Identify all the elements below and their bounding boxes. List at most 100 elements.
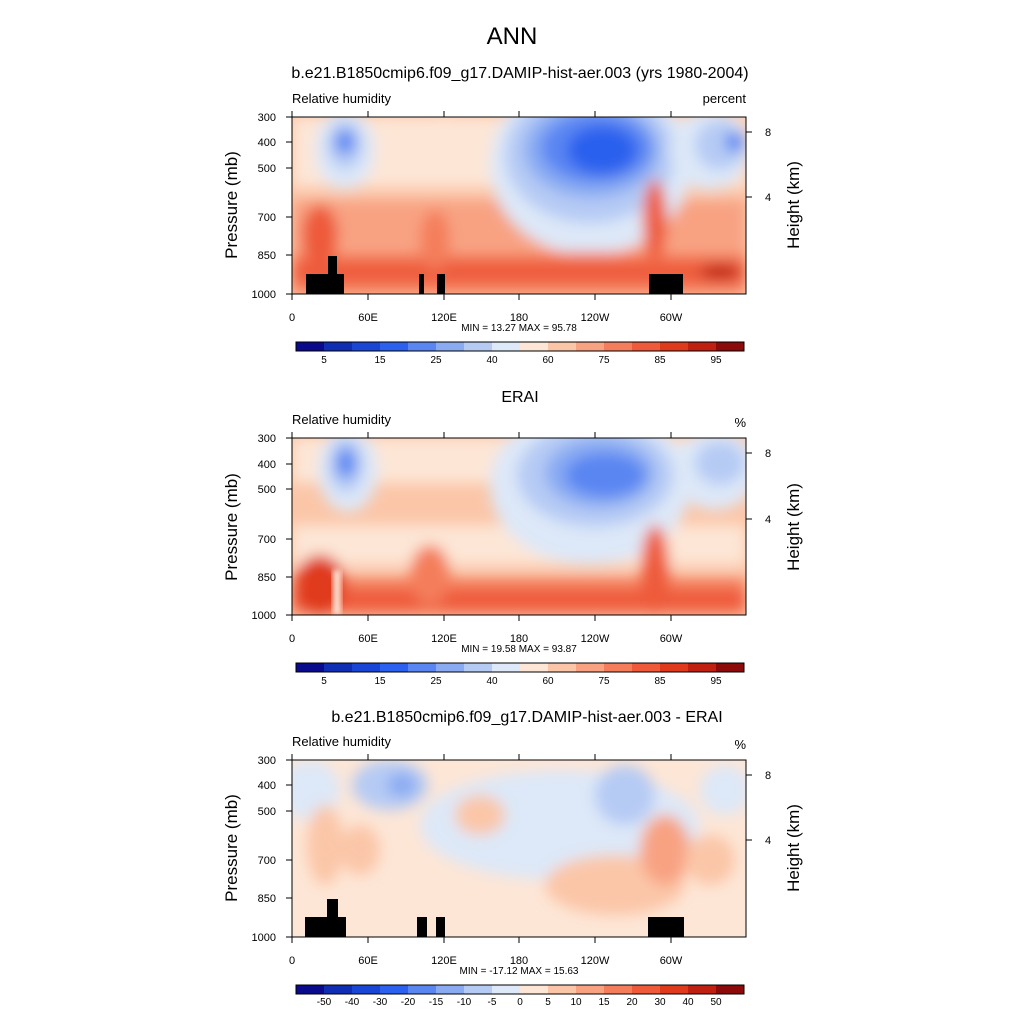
colorbar	[295, 984, 745, 995]
colorbar-label: 25	[430, 676, 442, 687]
colorbar-outline	[295, 984, 745, 995]
x-tick-label: 120W	[581, 312, 610, 324]
x-tick-label: 120E	[431, 955, 457, 967]
colorbar-swatch	[632, 985, 661, 994]
colorbar-swatch	[576, 342, 605, 351]
colorbar-label: 15	[374, 355, 386, 366]
y-tick-label: 850	[258, 893, 276, 905]
colorbar-labels: -50 -40 -30 -20 -15 -10 -5 0 5 10 15 20 …	[317, 997, 722, 1008]
colorbar-label: 10	[570, 997, 582, 1008]
colorbar-swatch	[604, 342, 633, 351]
colorbar-swatch	[688, 663, 717, 672]
colorbar-swatch	[492, 342, 521, 351]
units-label: percent	[703, 91, 747, 106]
y-tick-label: 300	[258, 755, 276, 767]
colorbar-label: -15	[429, 997, 444, 1008]
colorbar-swatch	[380, 985, 409, 994]
colorbar-label: 95	[710, 355, 722, 366]
colorbar-swatch	[688, 985, 717, 994]
x-tick-label: 0	[289, 955, 295, 967]
units-label: %	[734, 737, 746, 752]
min-max-stats: MIN = 19.58 MAX = 93.87	[461, 644, 577, 655]
colorbar-label: 20	[626, 997, 638, 1008]
x-tick-label: 60E	[358, 633, 378, 645]
colorbar-swatch	[548, 985, 577, 994]
y-tick-label: 700	[258, 855, 276, 867]
colorbar-label: 95	[710, 676, 722, 687]
y-tick-label: 1000	[252, 289, 276, 301]
colorbar-label: 40	[486, 355, 498, 366]
colorbar-swatch	[688, 342, 717, 351]
min-max-stats: MIN = -17.12 MAX = 15.63	[460, 966, 579, 977]
x-tick-label: 60E	[358, 312, 378, 324]
colorbar-swatch	[380, 342, 409, 351]
colorbar-swatch	[492, 663, 521, 672]
colorbar-label: 75	[598, 355, 610, 366]
colorbar-label: -10	[457, 997, 472, 1008]
y-tick-label: 400	[258, 780, 276, 792]
colorbar-label: 40	[486, 676, 498, 687]
colorbar-label: 85	[654, 355, 666, 366]
x-axis: 0 60E 120E 180 120W 60W	[289, 754, 683, 967]
colorbar-label: 5	[321, 355, 327, 366]
y-right-tick-label: 4	[765, 835, 771, 847]
colorbar-label: 60	[542, 355, 554, 366]
x-tick-label: 0	[289, 312, 295, 324]
colorbar-swatch	[408, 985, 437, 994]
x-tick-label: 120E	[431, 633, 457, 645]
colorbar-swatch	[296, 985, 325, 994]
colorbar-swatch	[716, 985, 745, 994]
x-axis: 0 60E 120E 180 120W 60W	[289, 432, 683, 645]
colorbar-swatch	[324, 985, 353, 994]
colorbar-label: 15	[598, 997, 610, 1008]
y-tick-label: 500	[258, 484, 276, 496]
y-right-tick-label: 4	[765, 192, 771, 204]
variable-label: Relative humidity	[292, 734, 391, 749]
colorbar-label: -20	[401, 997, 416, 1008]
y-axis-title: Pressure (mb)	[222, 473, 241, 581]
colorbar-swatch	[324, 663, 353, 672]
colorbar-labels: 5 15 25 40 60 75 85 95	[321, 355, 722, 366]
x-tick-label: 60W	[660, 633, 683, 645]
colorbar-swatch	[464, 663, 493, 672]
contour-field	[292, 438, 746, 615]
colorbar-label: 5	[321, 676, 327, 687]
variable-label: Relative humidity	[292, 91, 391, 106]
colorbar-swatch	[436, 663, 465, 672]
colorbar-label: 85	[654, 676, 666, 687]
colorbar-swatch	[408, 342, 437, 351]
x-tick-label: 120E	[431, 312, 457, 324]
colorbar-swatch	[548, 342, 577, 351]
y-axis-right: 8 4 Height (km)	[746, 127, 803, 249]
colorbar-swatch	[660, 342, 689, 351]
colorbar-swatch	[520, 663, 549, 672]
panel-difference: b.e21.B1850cmip6.f09_g17.DAMIP-hist-aer.…	[222, 709, 803, 1008]
y-axis-left: 300 400 500 700 850 1000 Pressure (mb)	[222, 112, 292, 301]
colorbar-swatch	[660, 663, 689, 672]
y-tick-label: 300	[258, 433, 276, 445]
y-tick-label: 700	[258, 534, 276, 546]
colorbar-label: -5	[488, 997, 497, 1008]
colorbar-swatch	[296, 663, 325, 672]
colorbar-label: 0	[517, 997, 523, 1008]
y-right-tick-label: 8	[765, 127, 771, 139]
y-tick-label: 500	[258, 806, 276, 818]
colorbar-swatch	[352, 663, 381, 672]
y-right-tick-label: 8	[765, 770, 771, 782]
colorbar-swatch	[576, 985, 605, 994]
colorbar-outline	[295, 662, 745, 673]
colorbar-swatch	[660, 985, 689, 994]
colorbar-swatch	[436, 985, 465, 994]
x-tick-label: 60W	[660, 955, 683, 967]
figure-title: ANN	[487, 23, 538, 50]
y-right-tick-label: 8	[765, 448, 771, 460]
y-tick-label: 1000	[252, 932, 276, 944]
panel-title: b.e21.B1850cmip6.f09_g17.DAMIP-hist-aer.…	[331, 709, 722, 726]
y-tick-label: 500	[258, 163, 276, 175]
colorbar-swatch	[352, 342, 381, 351]
colorbar-swatch	[632, 342, 661, 351]
panel-model: b.e21.B1850cmip6.f09_g17.DAMIP-hist-aer.…	[222, 65, 803, 366]
y-axis-left: 300 400 500 700 850 1000 Pressure (mb)	[222, 433, 292, 622]
y-tick-label: 700	[258, 212, 276, 224]
